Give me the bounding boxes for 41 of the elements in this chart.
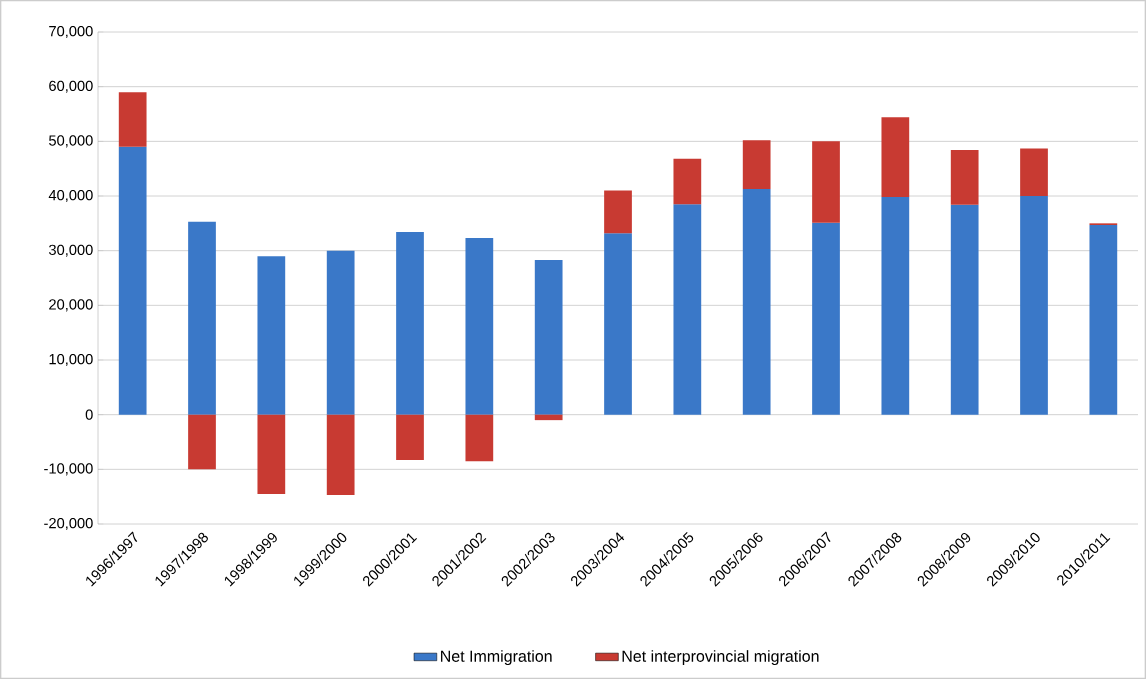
bar <box>396 232 424 415</box>
bar <box>604 190 632 234</box>
bar <box>742 188 771 415</box>
bar <box>396 414 424 461</box>
y-tick-label: -10,000 <box>44 463 93 476</box>
bar <box>326 414 355 496</box>
bar <box>465 414 494 462</box>
bar <box>1020 196 1048 415</box>
bar <box>118 92 147 147</box>
y-tick-label: -20,000 <box>44 517 93 531</box>
bar <box>257 256 286 415</box>
bar <box>534 259 563 415</box>
bar <box>881 117 910 198</box>
y-tick-label: 60,000 <box>49 80 93 93</box>
bar <box>673 158 702 205</box>
bar <box>326 250 355 415</box>
bar <box>534 414 563 421</box>
bar <box>812 141 840 223</box>
y-tick-label: 20,000 <box>49 299 93 312</box>
y-tick-label: 70,000 <box>49 25 93 39</box>
y-tick-label: 50,000 <box>49 135 93 148</box>
bar <box>1020 148 1048 197</box>
y-tick-label: 30,000 <box>49 244 93 257</box>
legend-label: Net Immigration <box>441 650 552 666</box>
y-tick-label: 40,000 <box>48 189 93 203</box>
y-tick-label: 0 <box>85 409 93 420</box>
bar <box>465 238 494 415</box>
bar <box>1089 224 1118 415</box>
legend-label: Net interprovincial migration <box>622 650 819 666</box>
bar <box>950 204 979 415</box>
bar <box>673 204 702 415</box>
bar <box>604 233 632 415</box>
bar <box>257 414 286 494</box>
bar <box>812 222 840 415</box>
bar <box>881 197 910 415</box>
bar <box>118 146 147 415</box>
bar <box>742 140 771 189</box>
bar <box>950 150 979 205</box>
bar <box>188 221 216 415</box>
bar <box>188 414 216 470</box>
y-tick-label: 10,000 <box>49 353 93 367</box>
